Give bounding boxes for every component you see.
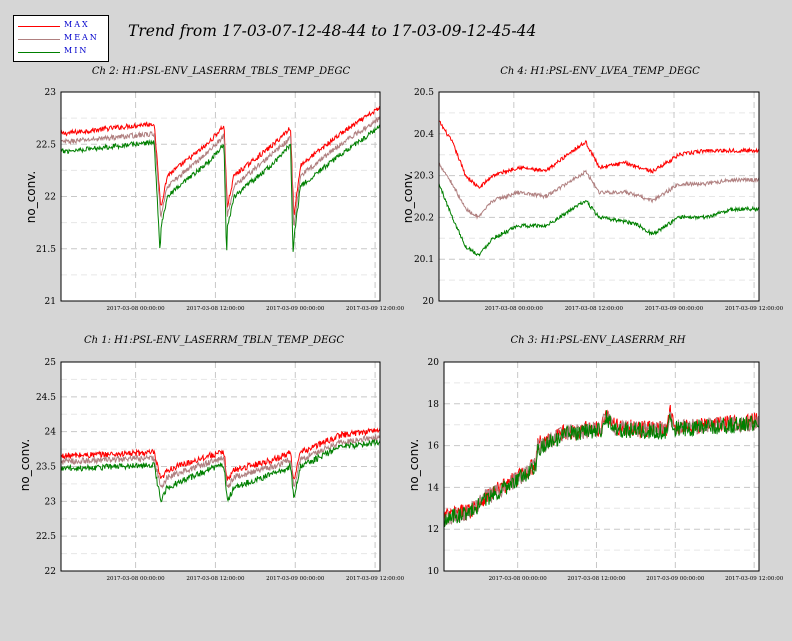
chart-panel-ch4: Ch 4: H1:PSL-ENV_LVEA_TEMP_DEGC no_conv.… (396, 66, 792, 372)
y-tick-label: 12 (428, 525, 439, 535)
x-tick-label: 2017-03-08 00:00:00 (485, 306, 544, 312)
y-tick-label: 22 (45, 567, 56, 577)
y-tick-label: 24 (45, 428, 57, 438)
plot-area: 10 12 14 16 18 20 2017-03-08 00:00:00 2017-03-0… (428, 358, 784, 582)
x-tick-label: 2017-03-08 12:00:00 (567, 576, 626, 582)
legend-swatch-mean (18, 39, 60, 40)
legend-item-max: MAX (18, 20, 106, 32)
series-line-mean (60, 434, 381, 489)
x-tick-label: 2017-03-09 12:00:00 (346, 576, 405, 582)
plot-area: 20 20.1 20.2 20.3 20.4 20.5 2017-03-08 00:00:0… (414, 88, 784, 312)
x-tick-label: 2017-03-09 12:00:00 (346, 306, 405, 312)
x-tick-label: 2017-03-09 00:00:00 (266, 576, 325, 582)
y-axis-label: no_conv. (401, 170, 415, 224)
chart-panel-ch1: Ch 1: H1:PSL-ENV_LASERRM_TBLN_TEMP_DEGC … (0, 335, 405, 641)
y-tick-label: 18 (428, 400, 440, 410)
plot-background (443, 361, 760, 572)
plot-frame (60, 361, 381, 572)
legend-swatch-min (18, 52, 60, 53)
chart-panel-ch3: Ch 3: H1:PSL-ENV_LASERRM_RH no_conv. 10 1… (396, 335, 792, 641)
series-line-max (438, 120, 760, 189)
series-line-max (60, 427, 381, 481)
legend-label-min: MIN (64, 46, 89, 55)
y-tick-label: 22 (45, 193, 56, 203)
legend-label-max: MAX (64, 20, 90, 29)
x-tick-label: 2017-03-09 12:00:00 (725, 306, 784, 312)
x-tick-label: 2017-03-08 12:00:00 (186, 576, 245, 582)
y-tick-label: 10 (428, 567, 440, 577)
series-line-min (60, 438, 381, 503)
legend-label-mean: MEAN (64, 33, 99, 42)
y-tick-label: 25 (45, 358, 57, 368)
x-tick-label: 2017-03-09 00:00:00 (645, 306, 704, 312)
series-line-max (60, 105, 381, 216)
x-tick-label: 2017-03-08 12:00:00 (186, 306, 245, 312)
chart-panel-ch2: Ch 2: H1:PSL-ENV_LASERRM_TBLS_TEMP_DEGC … (0, 66, 405, 372)
y-tick-label: 20.4 (414, 130, 434, 140)
plot-area: 21 21.5 22 22.5 23 2017-03-08 00:00:00 2017-03… (36, 88, 405, 312)
y-tick-label: 22.5 (36, 532, 56, 542)
chart-title: Ch 1: H1:PSL-ENV_LASERRM_TBLN_TEMP_DEGC (83, 335, 345, 346)
y-tick-label: 23.5 (36, 463, 56, 473)
plot-frame (60, 91, 381, 302)
y-tick-label: 20 (428, 358, 440, 368)
x-tick-label: 2017-03-08 00:00:00 (107, 576, 166, 582)
y-tick-label: 24.5 (36, 393, 56, 403)
page-title: Trend from 17-03-07-12-48-44 to 17-03-09… (128, 22, 537, 40)
legend-item-mean: MEAN (18, 33, 106, 45)
x-tick-label: 2017-03-08 00:00:00 (489, 576, 548, 582)
chart-title: Ch 4: H1:PSL-ENV_LVEA_TEMP_DEGC (500, 66, 700, 77)
x-tick-label: 2017-03-09 00:00:00 (266, 306, 325, 312)
chart-title: Ch 3: H1:PSL-ENV_LASERRM_RH (510, 335, 686, 346)
series-line-min (60, 124, 381, 252)
y-tick-label: 22.5 (36, 140, 56, 150)
y-tick-label: 14 (428, 483, 440, 493)
plot-area: 22 22.5 23 23.5 24 24.5 25 2017-03-08 00:00:00 2… (36, 358, 405, 582)
series-line-mean (60, 116, 381, 227)
y-tick-label: 16 (428, 442, 440, 452)
y-tick-label: 20 (423, 297, 435, 307)
y-tick-label: 20.2 (414, 213, 434, 223)
y-axis-label: no_conv. (18, 438, 32, 492)
chart-title: Ch 2: H1:PSL-ENV_LASERRM_TBLS_TEMP_DEGC (91, 66, 351, 77)
y-axis-label: no_conv. (407, 438, 421, 492)
y-tick-label: 21.5 (36, 245, 56, 255)
legend-item-min: MIN (18, 46, 106, 58)
series-line-min (443, 410, 760, 527)
y-tick-label: 21 (45, 297, 56, 307)
x-tick-label: 2017-03-08 00:00:00 (107, 306, 166, 312)
plot-frame (438, 91, 760, 302)
x-tick-label: 2017-03-09 12:00:00 (725, 576, 784, 582)
series-line-mean (438, 162, 760, 220)
legend: MAX MEAN MIN (13, 15, 109, 62)
y-axis-label: no_conv. (24, 170, 38, 224)
legend-swatch-max (18, 26, 60, 27)
x-tick-label: 2017-03-08 12:00:00 (565, 306, 624, 312)
x-tick-label: 2017-03-09 00:00:00 (646, 576, 705, 582)
y-tick-label: 20.3 (414, 172, 434, 182)
plot-frame (443, 361, 760, 572)
y-tick-label: 20.5 (414, 88, 434, 98)
y-tick-label: 23 (45, 88, 57, 98)
y-tick-label: 23 (45, 497, 57, 507)
y-tick-label: 20.1 (414, 255, 434, 265)
series-line-min (438, 183, 760, 257)
